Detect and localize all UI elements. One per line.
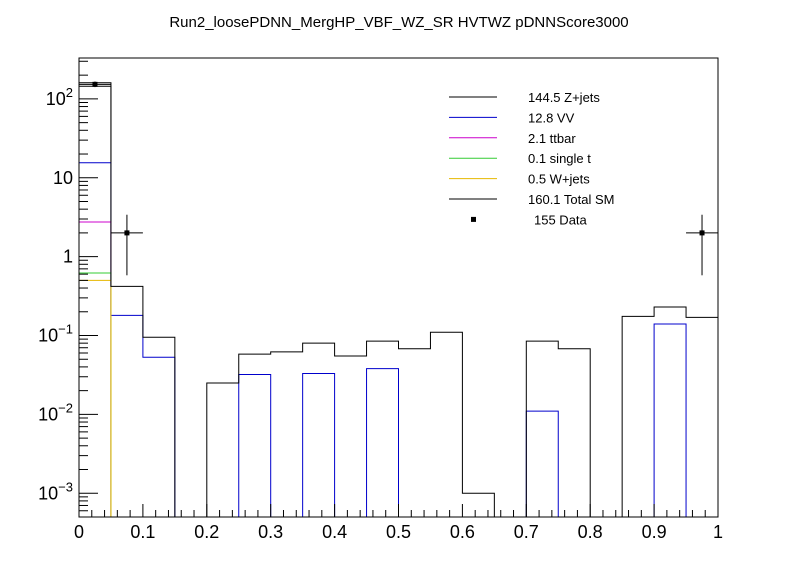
x-tick-label: 0.7: [514, 522, 539, 542]
legend-entry: 155 Data: [471, 212, 588, 227]
chart-title: Run2_loosePDNN_MergHP_VBF_WZ_SR HVTWZ pD…: [169, 14, 628, 31]
legend-label: 160.1 Total SM: [528, 192, 614, 207]
x-tick-label: 0.4: [322, 522, 347, 542]
x-tick-label: 1: [713, 522, 723, 542]
x-tick-label: 0.6: [450, 522, 475, 542]
x-tick-label: 0.2: [194, 522, 219, 542]
legend-entry: 144.5 Z+jets: [449, 90, 600, 105]
legend-label: 144.5 Z+jets: [528, 90, 600, 105]
data-point: [686, 214, 718, 276]
y-tick-label: 10−3: [38, 479, 73, 503]
legend-entry: 2.1 ttbar: [449, 131, 576, 146]
data-point: [79, 81, 111, 88]
data-marker: [92, 81, 98, 87]
plot-area: [78, 81, 718, 518]
legend-label: 155 Data: [534, 212, 588, 227]
x-tick-label: 0: [74, 522, 84, 542]
legend-entry: 160.1 Total SM: [449, 192, 614, 207]
y-tick-label: 1: [63, 247, 73, 267]
legend-label: 2.1 ttbar: [528, 131, 576, 146]
legend-entry: 0.1 single t: [449, 151, 591, 166]
x-tick-label: 0.5: [386, 522, 411, 542]
legend-entry: 12.8 VV: [449, 110, 575, 125]
legend-marker: [471, 216, 476, 222]
legend-label: 12.8 VV: [528, 110, 575, 125]
y-tick-label: 102: [46, 85, 73, 109]
legend: 144.5 Z+jets 12.8 VV 2.1 ttbar 0.1 single t…: [449, 90, 614, 227]
y-tick-label: 10−2: [38, 400, 73, 424]
x-tick-label: 0.1: [130, 522, 155, 542]
x-tick-label: 0.9: [642, 522, 667, 542]
axes: 0 0.1 0.2 0.3 0.4 0.5 0.6 0.7 0.8 0.9 1 10−3 10−2 10−…: [38, 57, 723, 542]
y-tick-label: 10−1: [38, 322, 73, 346]
data-marker: [124, 230, 130, 236]
legend-entry: 0.5 W+jets: [449, 172, 590, 187]
data-point: [110, 214, 143, 276]
x-tick-label: 0.8: [578, 522, 603, 542]
legend-label: 0.5 W+jets: [528, 172, 590, 187]
data-marker: [699, 230, 705, 236]
y-tick-label: 10: [53, 168, 73, 188]
x-tick-label: 0.3: [258, 522, 283, 542]
legend-label: 0.1 single t: [528, 151, 591, 166]
